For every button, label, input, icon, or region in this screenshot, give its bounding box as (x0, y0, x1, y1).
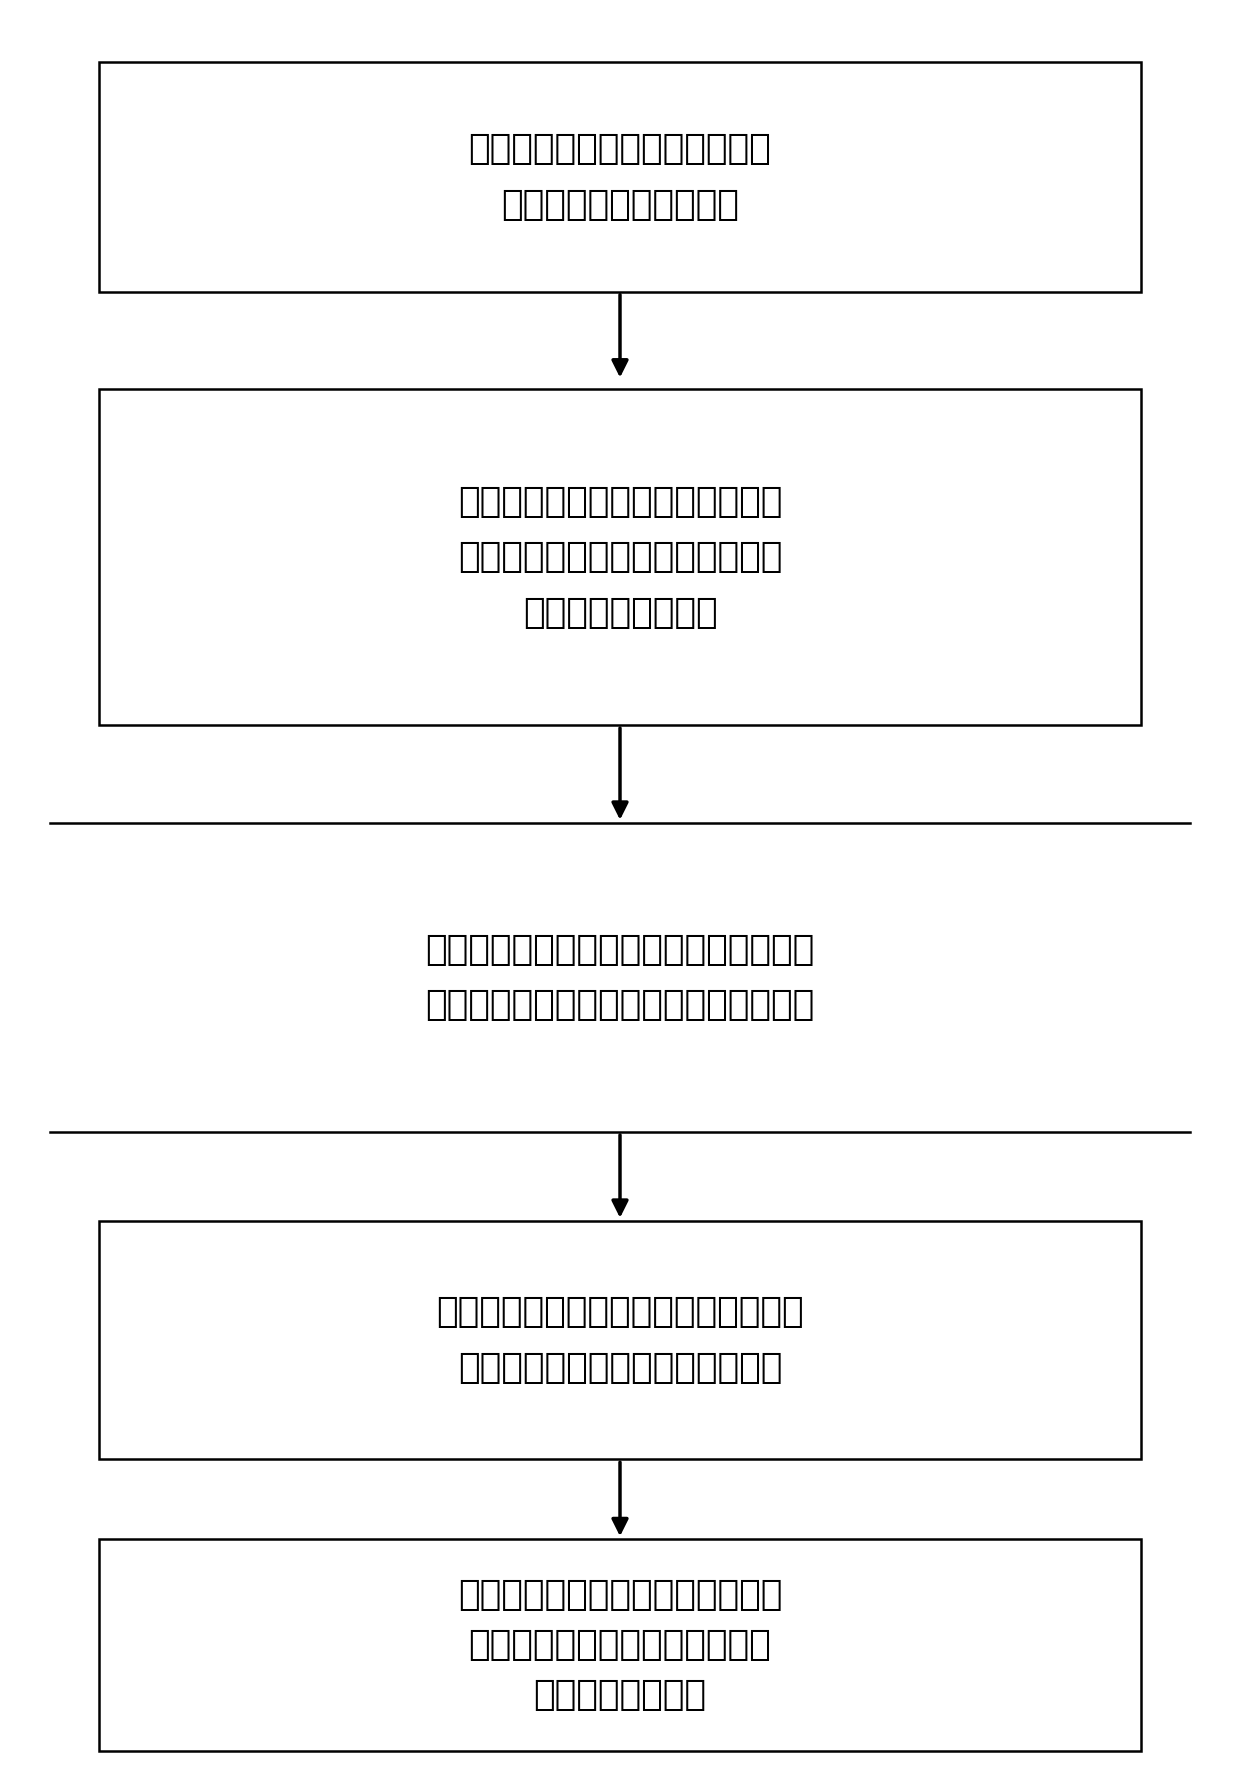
Text: 按照上述结果得到飞行器控制输入
（舵偏角和节流阀开度）以实现
高度和速度的跟踪: 按照上述结果得到飞行器控制输入 （舵偏角和节流阀开度）以实现 高度和速度的跟踪 (458, 1578, 782, 1712)
FancyBboxPatch shape (99, 1221, 1141, 1459)
FancyBboxPatch shape (99, 62, 1141, 292)
FancyBboxPatch shape (99, 1539, 1141, 1751)
Text: 根据飞行器纵向通道模型，得到
姿态子系统严格反馈形式: 根据飞行器纵向通道模型，得到 姿态子系统严格反馈形式 (469, 133, 771, 221)
Text: 利用欧拉离散，将姿态子系统严格
反馈形式转换为离散形式，进一步
变换为等价预测模型: 利用欧拉离散，将姿态子系统严格 反馈形式转换为离散形式，进一步 变换为等价预测模… (458, 485, 782, 630)
FancyBboxPatch shape (99, 389, 1141, 725)
Text: 采用神经网络对系统不确定性进行估计，
利用神经网络辨识误差设计时变滑模增益: 采用神经网络对系统不确定性进行估计， 利用神经网络辨识误差设计时变滑模增益 (425, 932, 815, 1022)
Text: 基于等价预测模型、神经网络复合学习
更新律、时变滑模增益设计控制器: 基于等价预测模型、神经网络复合学习 更新律、时变滑模增益设计控制器 (436, 1295, 804, 1385)
